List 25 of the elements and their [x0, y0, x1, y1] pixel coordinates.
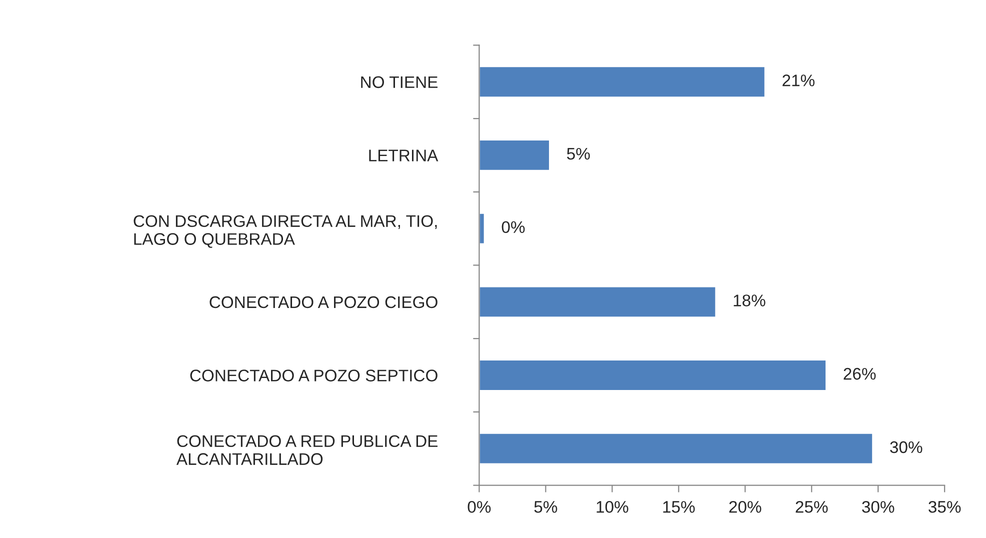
y-tick-label: CONECTADO A RED PUBLICA DE ALCANTARILLADO [176, 435, 438, 465]
y-tick-label: LETRINA [369, 150, 438, 162]
y-tick-label: CON DSCARGA DIRECTA AL MAR, TIO, LAGO O QUEBRADA [134, 215, 437, 248]
bar [479, 66, 766, 98]
x-tick-label: 15% [663, 501, 695, 513]
data-label: 30% [890, 441, 922, 454]
y-tick-label: CONECTADO A POZO SEPTICO [190, 370, 438, 382]
data-label: 21% [782, 74, 815, 86]
y-tick-label: CONECTADO A POZO CIEGO [210, 296, 438, 308]
data-label: 5% [567, 148, 590, 160]
bar [479, 286, 717, 318]
x-tick-label: 20% [729, 500, 762, 513]
x-tick-label: 30% [862, 500, 894, 513]
x-tick-label: 5% [534, 501, 558, 513]
x-tick-label: 35% [928, 500, 961, 513]
data-label: 18% [734, 294, 766, 306]
x-tick-label: 0% [468, 500, 491, 513]
bar [479, 139, 550, 172]
x-tick-label: 25% [796, 500, 828, 513]
data-label: 26% [844, 368, 876, 380]
data-label: 0% [502, 221, 525, 234]
bar [479, 432, 874, 465]
bar [479, 359, 827, 392]
x-tick-label: 10% [596, 500, 628, 513]
y-tick-label: NO TIENE [361, 76, 438, 88]
